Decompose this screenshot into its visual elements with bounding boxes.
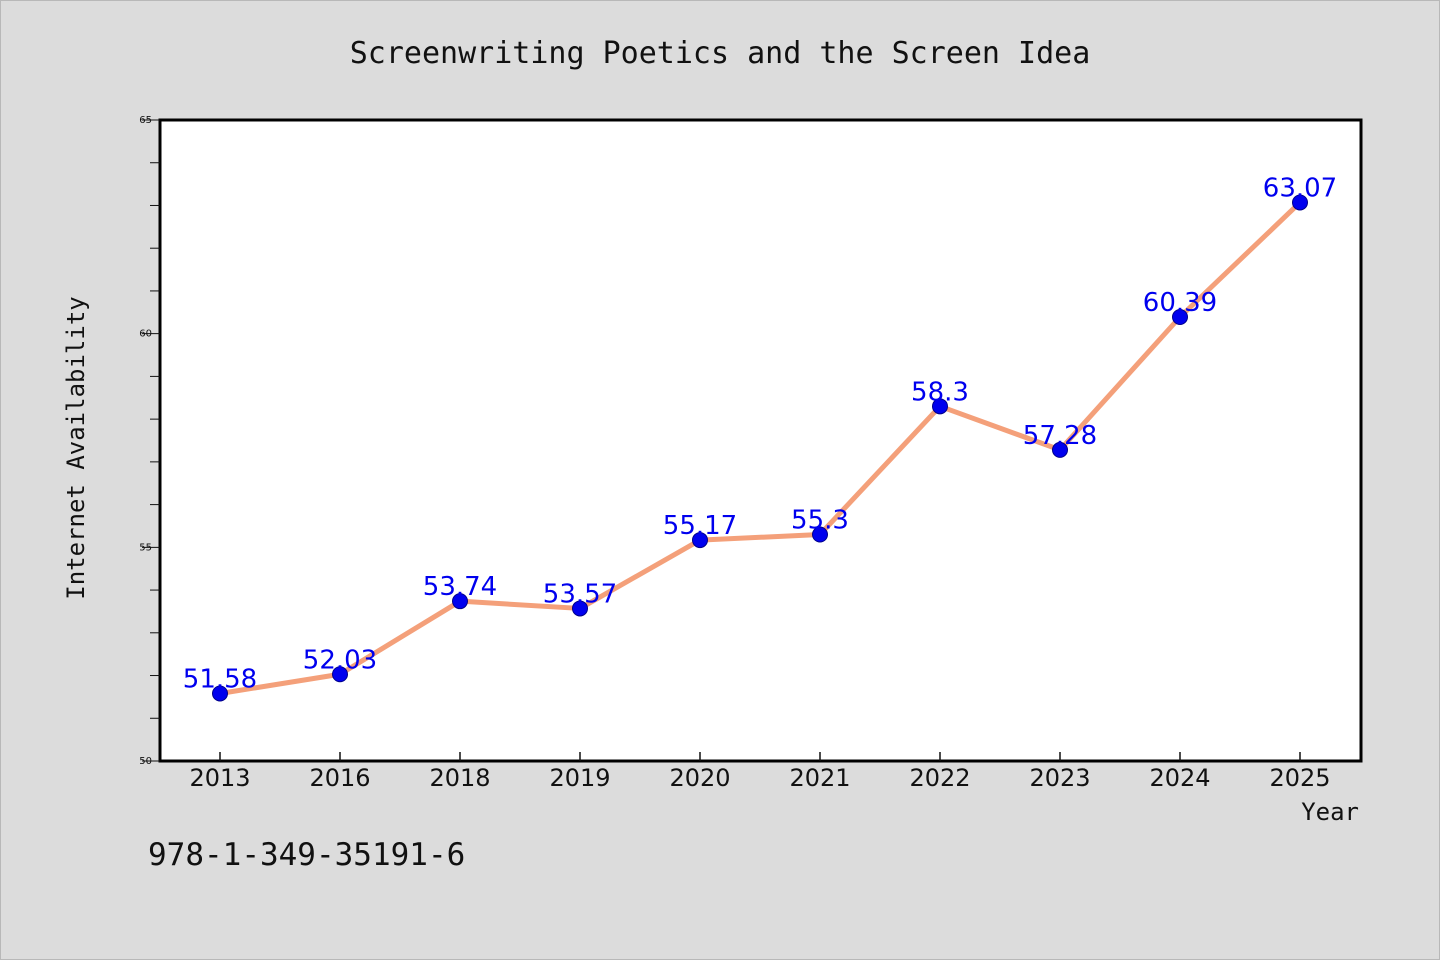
data-point [1292, 194, 1308, 211]
data-label: 55.3 [791, 506, 849, 536]
data-points-group [212, 194, 1308, 702]
data-label: 57.28 [1023, 421, 1097, 451]
data-point [692, 532, 708, 549]
data-label: 52.03 [303, 645, 377, 675]
data-point [332, 666, 348, 683]
data-label: 51.58 [183, 664, 257, 694]
data-point [572, 600, 588, 617]
data-point [932, 398, 948, 415]
chart-title: Screenwriting Poetics and the Screen Ide… [350, 36, 1091, 71]
data-label: 63.07 [1263, 173, 1337, 203]
x-tick-label: 2018 [429, 764, 490, 792]
data-point [1172, 309, 1188, 326]
data-point [212, 685, 228, 702]
x-tick-label: 2025 [1269, 764, 1330, 792]
x-axis: 2013 2016 2018 2019 2020 2021 2022 2023 2024 2025 [189, 752, 1331, 792]
y-tick-label: 50 [139, 756, 152, 767]
x-tick-label: 2021 [789, 764, 850, 792]
y-axis-label: Internet Availability [62, 296, 90, 599]
data-label: 55.17 [663, 511, 737, 541]
data-labels-group: 51.58 52.03 53.74 53.57 55.17 55.3 58.3 57.28 60… [183, 173, 1337, 694]
isbn-text: 978-1-349-35191-6 [148, 837, 465, 873]
x-tick-label: 2020 [669, 764, 730, 792]
x-tick-label: 2024 [1149, 764, 1210, 792]
data-label: 53.74 [423, 572, 497, 602]
data-label: 58.3 [911, 377, 969, 407]
data-point [812, 526, 828, 543]
plot-area [158, 118, 1363, 763]
y-tick-label: 65 [139, 115, 152, 126]
x-tick-label: 2016 [309, 764, 370, 792]
x-tick-label: 2013 [189, 764, 250, 792]
series-line-group [217, 199, 1303, 696]
data-label: 60.39 [1143, 288, 1217, 318]
x-tick-label: 2022 [909, 764, 970, 792]
data-point [1052, 441, 1068, 458]
series-line [217, 199, 1303, 696]
x-tick-label: 2019 [549, 764, 610, 792]
y-axis: 50 55 60 65 [139, 115, 160, 767]
data-point [452, 593, 468, 610]
y-tick-label: 55 [139, 542, 152, 553]
data-label: 53.57 [543, 579, 617, 609]
x-axis-label: Year [1301, 798, 1359, 826]
y-tick-label: 60 [139, 329, 152, 340]
x-tick-label: 2023 [1029, 764, 1090, 792]
